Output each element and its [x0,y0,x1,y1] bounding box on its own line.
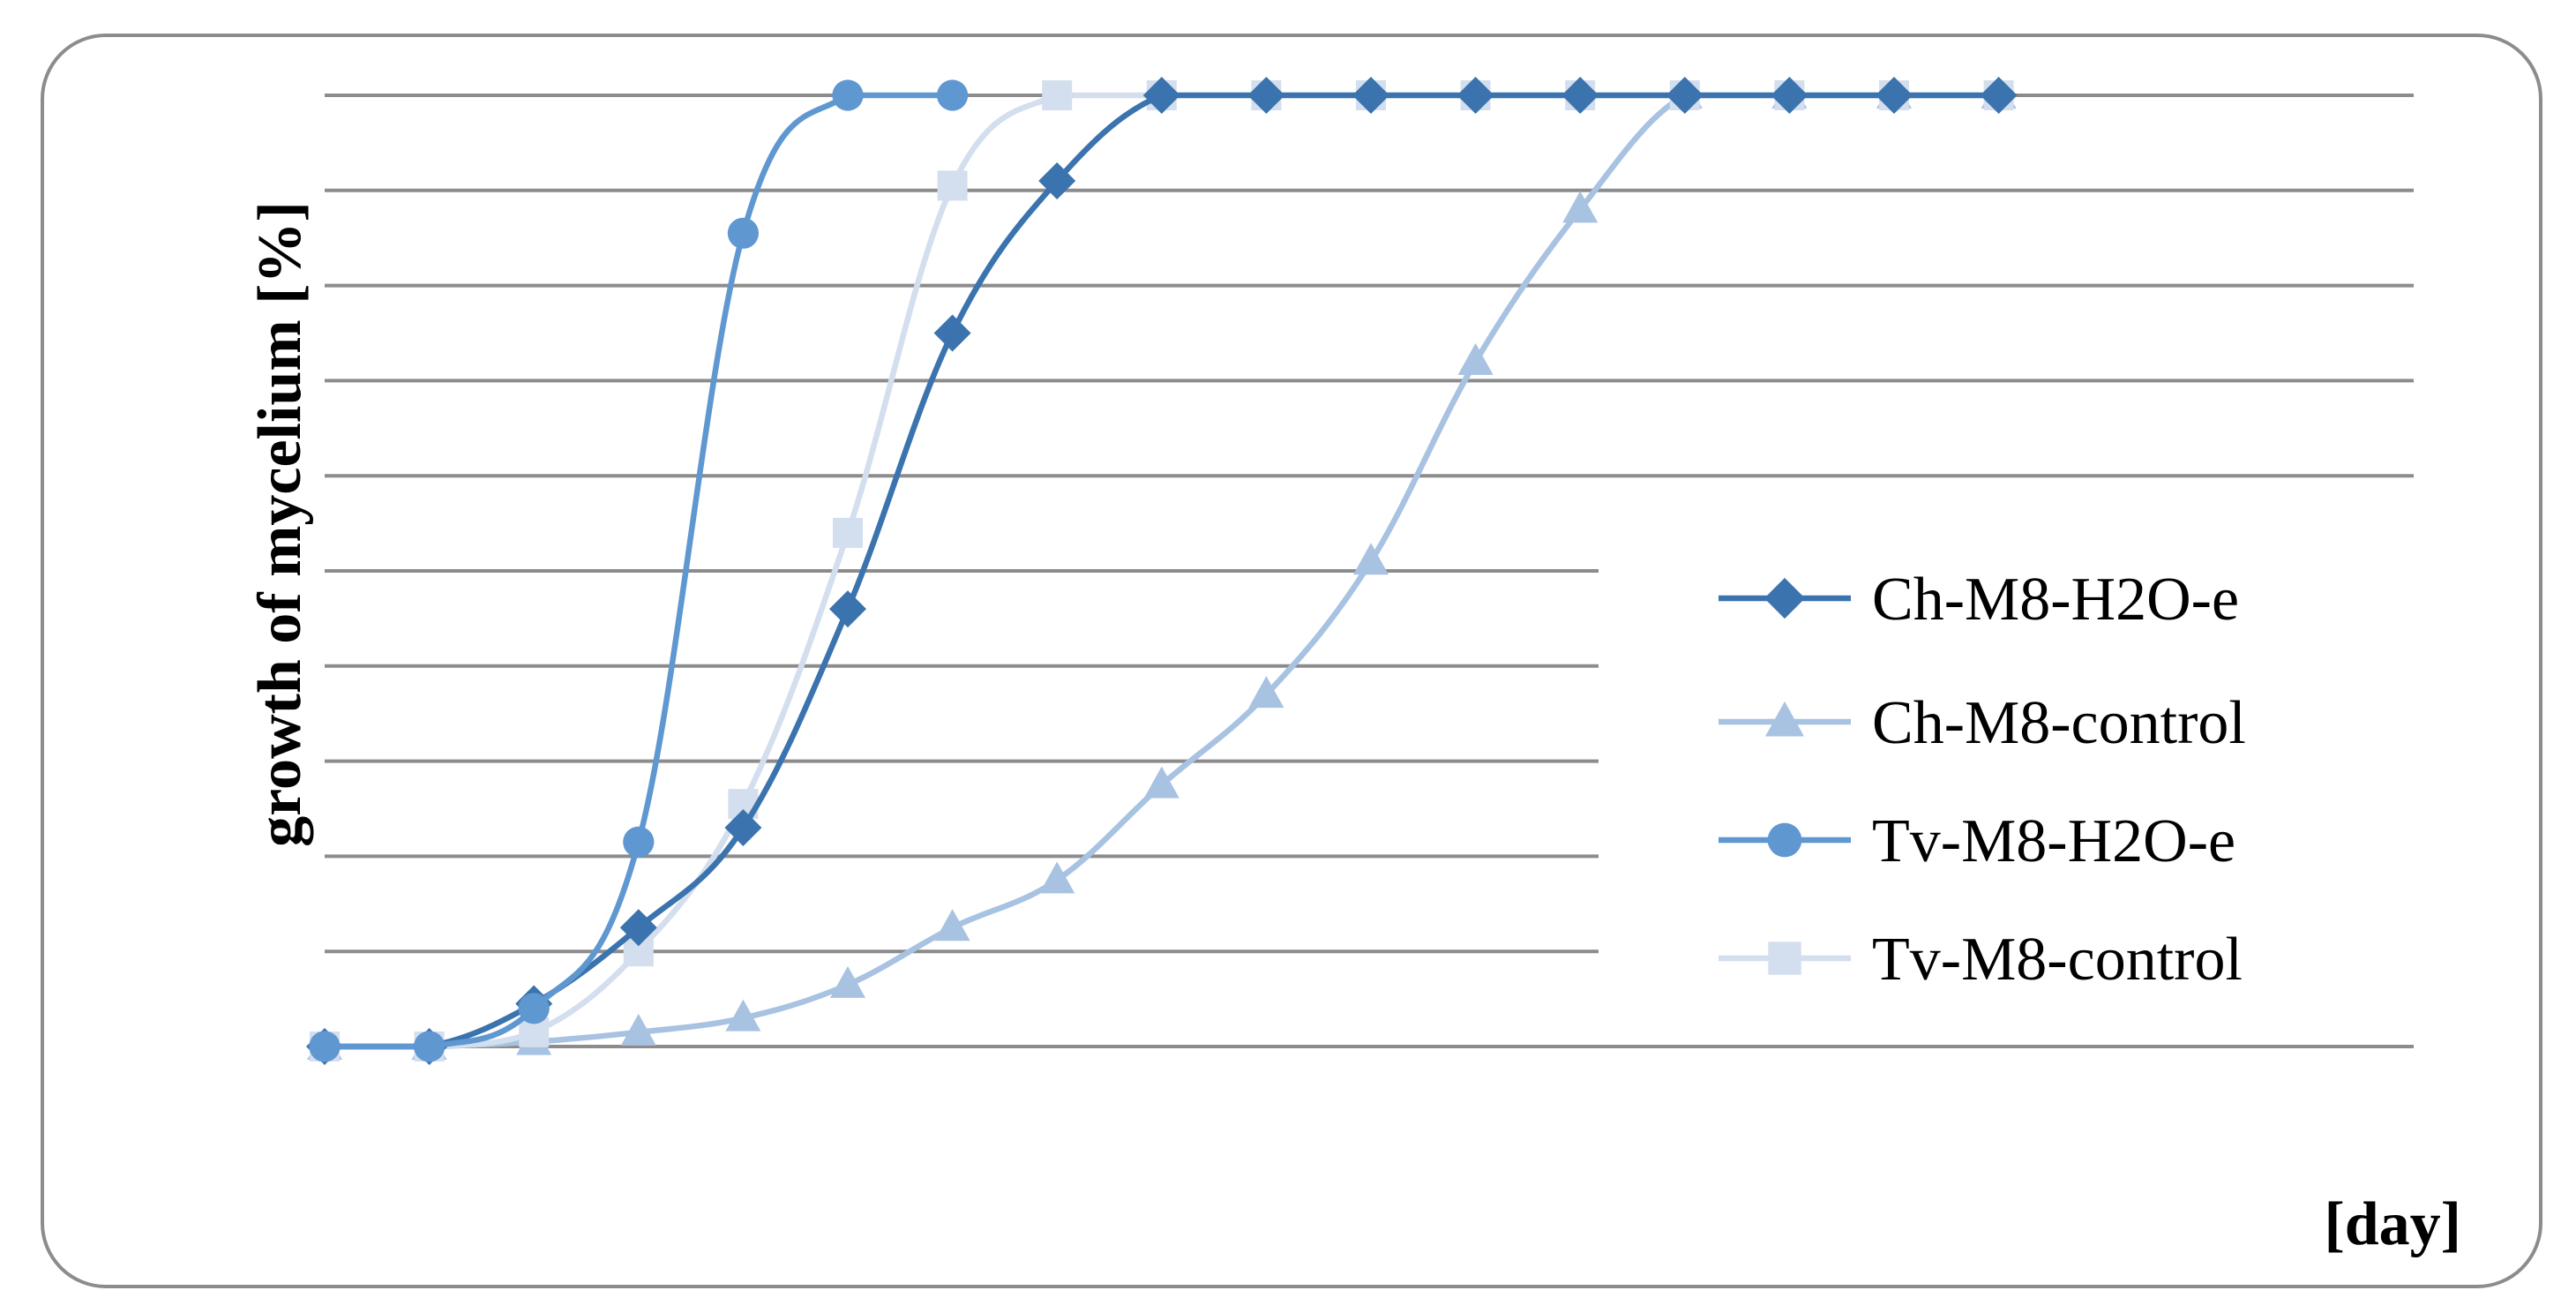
data-point [1771,77,1808,114]
legend-item: Ch-M8-control [1719,689,2246,757]
data-point [1352,77,1389,114]
data-point [1038,162,1076,200]
data-point [830,965,865,998]
legend-item: Tv-M8-H2O-e [1719,807,2235,875]
legend-label: Ch-M8-control [1872,689,2246,757]
data-point [619,909,657,947]
data-point [623,826,655,858]
data-point [933,314,971,352]
legend-marker [1765,701,1804,737]
data-point [727,217,760,249]
data-point [1561,77,1599,114]
data-point [829,590,866,628]
legend-marker [1767,822,1802,858]
legend: Ch-M8-H2O-e Ch-M8-control Tv-M8-H2O-e Tv-M8… [1719,566,2246,994]
data-point [518,993,550,1024]
data-point [1666,77,1704,114]
legend-label: Tv-M8-H2O-e [1872,807,2235,875]
legend-marker [1768,942,1801,975]
legend-label: Tv-M8-control [1872,926,2243,994]
series-layer [306,77,2018,1065]
x-axis-title: [day] [2324,1190,2461,1258]
legend-item: Ch-M8-H2O-e [1719,566,2239,634]
data-point [1247,77,1285,114]
data-point [833,517,863,548]
data-point [832,79,864,111]
data-point [309,1031,341,1062]
data-point [1142,77,1180,114]
data-point [937,170,968,201]
series-line [321,92,955,1050]
data-point [1039,861,1075,894]
data-point [1457,342,1494,375]
data-point [937,79,969,111]
legend-label: Ch-M8-H2O-e [1872,566,2239,634]
data-point [620,1013,656,1046]
data-point [1042,80,1073,110]
series-tv-m8-h2o-e [309,79,969,1062]
chart-frame [41,34,2542,1288]
data-point [1980,77,2018,114]
data-point [725,999,761,1032]
data-point [1562,191,1599,223]
legend-marker [1764,577,1806,619]
data-point [1353,543,1389,575]
data-point [1456,77,1494,114]
data-point [724,809,762,847]
data-point [1143,766,1179,799]
gridlines [325,94,2414,1048]
legend-item: Tv-M8-control [1719,926,2243,994]
data-point [934,909,970,942]
data-point [1248,676,1284,709]
data-point [1876,77,1913,114]
y-axis-title: growth of mycelium [%] [246,201,314,847]
data-point [414,1031,446,1062]
